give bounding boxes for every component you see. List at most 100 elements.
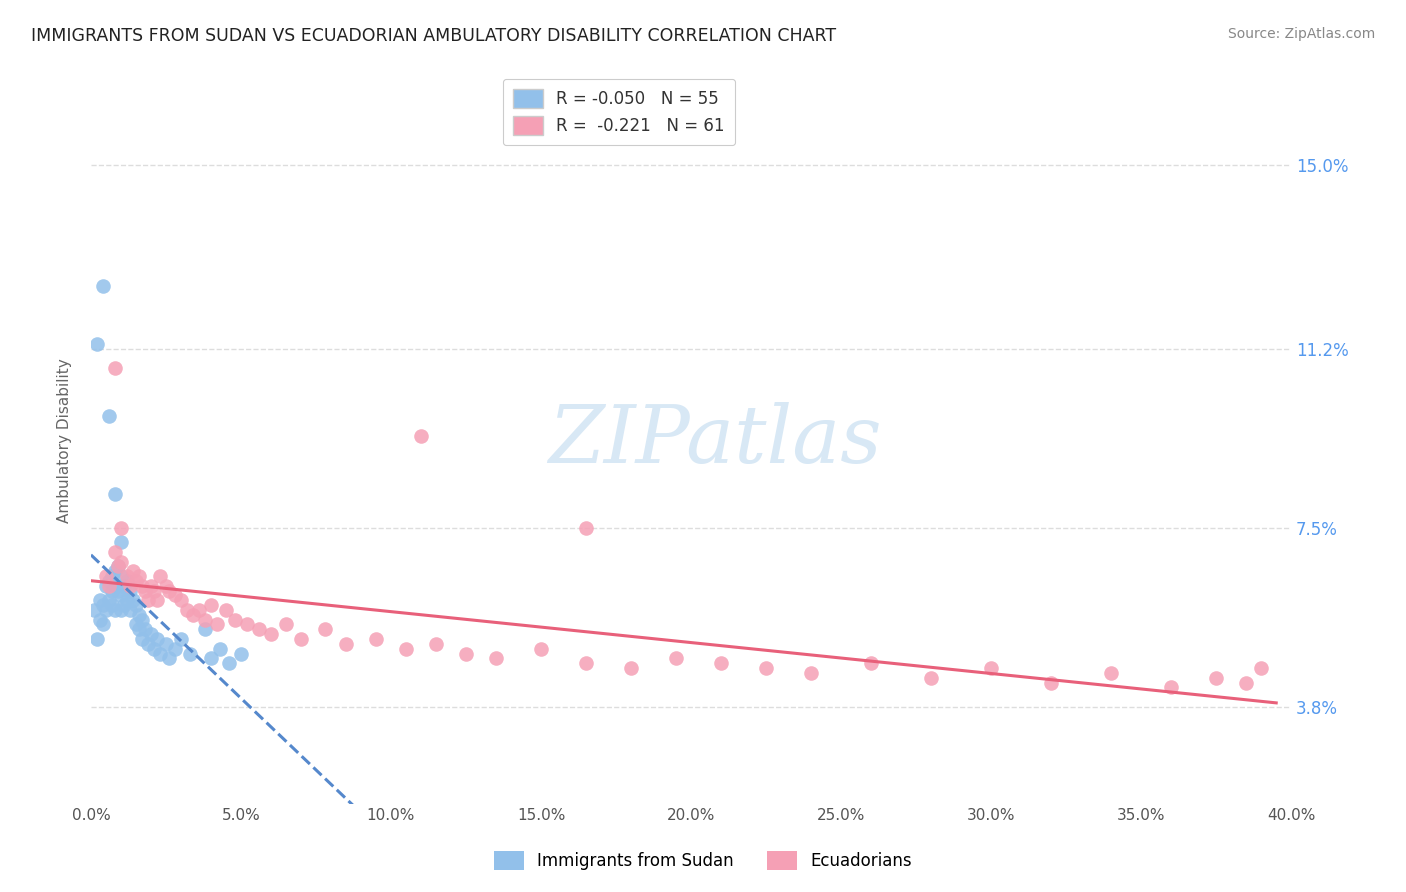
Point [155, 637, 177, 651]
Point [83, 603, 105, 617]
Point [128, 623, 150, 637]
Point [1160, 681, 1182, 695]
Point [122, 564, 145, 578]
Point [620, 661, 643, 675]
Point [94, 603, 117, 617]
Point [409, 428, 432, 442]
Point [139, 579, 162, 593]
Point [1250, 661, 1272, 675]
Point [176, 603, 198, 617]
Point [860, 657, 883, 671]
Point [163, 589, 186, 603]
Point [131, 632, 153, 646]
Point [155, 579, 177, 593]
Point [1205, 671, 1227, 685]
Point [1234, 675, 1257, 690]
Point [91, 617, 114, 632]
Point [104, 545, 127, 559]
Point [125, 598, 148, 612]
Point [128, 607, 150, 622]
Point [149, 647, 172, 661]
Point [710, 657, 733, 671]
Point [91, 598, 114, 612]
Point [118, 603, 141, 617]
Point [575, 657, 598, 671]
Point [115, 574, 138, 588]
Point [110, 521, 132, 535]
Point [89, 613, 111, 627]
Point [260, 627, 283, 641]
Point [146, 632, 169, 646]
Point [115, 593, 138, 607]
Point [181, 607, 204, 622]
Point [101, 598, 124, 612]
Point [107, 583, 129, 598]
Point [485, 651, 508, 665]
Point [101, 569, 124, 583]
Text: IMMIGRANTS FROM SUDAN VS ECUADORIAN AMBULATORY DISABILITY CORRELATION CHART: IMMIGRANTS FROM SUDAN VS ECUADORIAN AMBU… [31, 27, 837, 45]
Point [104, 487, 127, 501]
Point [91, 278, 114, 293]
Legend: R = -0.050   N = 55, R =  -0.221   N = 61: R = -0.050 N = 55, R = -0.221 N = 61 [503, 78, 735, 145]
Point [215, 603, 238, 617]
Point [104, 360, 127, 375]
Point [110, 589, 132, 603]
Point [86, 336, 108, 351]
Point [755, 661, 778, 675]
Point [157, 651, 180, 665]
Point [89, 593, 111, 607]
Point [425, 637, 447, 651]
Point [247, 623, 270, 637]
Point [179, 647, 201, 661]
Point [149, 569, 172, 583]
Point [236, 617, 259, 632]
Point [218, 657, 240, 671]
Point [97, 574, 120, 588]
Point [200, 598, 222, 612]
Point [665, 651, 688, 665]
Point [208, 641, 231, 656]
Point [112, 598, 135, 612]
Point [224, 613, 246, 627]
Point [980, 661, 1002, 675]
Point [104, 564, 127, 578]
Point [920, 671, 942, 685]
Point [97, 409, 120, 424]
Point [146, 593, 169, 607]
Point [800, 665, 823, 680]
Point [115, 569, 138, 583]
Point [125, 574, 148, 588]
Point [395, 641, 418, 656]
Point [1099, 665, 1122, 680]
Point [194, 623, 217, 637]
Point [118, 579, 141, 593]
Point [125, 617, 148, 632]
Point [128, 569, 150, 583]
Point [335, 637, 357, 651]
Point [110, 555, 132, 569]
Point [170, 632, 193, 646]
Point [134, 623, 156, 637]
Point [200, 651, 222, 665]
Point [112, 579, 135, 593]
Point [157, 583, 180, 598]
Text: ZIPatlas: ZIPatlas [548, 401, 882, 479]
Point [575, 521, 598, 535]
Point [97, 579, 120, 593]
Point [170, 593, 193, 607]
Point [136, 593, 159, 607]
Y-axis label: Ambulatory Disability: Ambulatory Disability [58, 359, 72, 523]
Point [97, 593, 120, 607]
Point [142, 641, 165, 656]
Point [104, 579, 127, 593]
Point [163, 641, 186, 656]
Point [107, 559, 129, 574]
Point [104, 603, 127, 617]
Point [94, 579, 117, 593]
Point [131, 579, 153, 593]
Point [1040, 675, 1063, 690]
Point [110, 603, 132, 617]
Point [134, 583, 156, 598]
Point [107, 559, 129, 574]
Point [530, 641, 553, 656]
